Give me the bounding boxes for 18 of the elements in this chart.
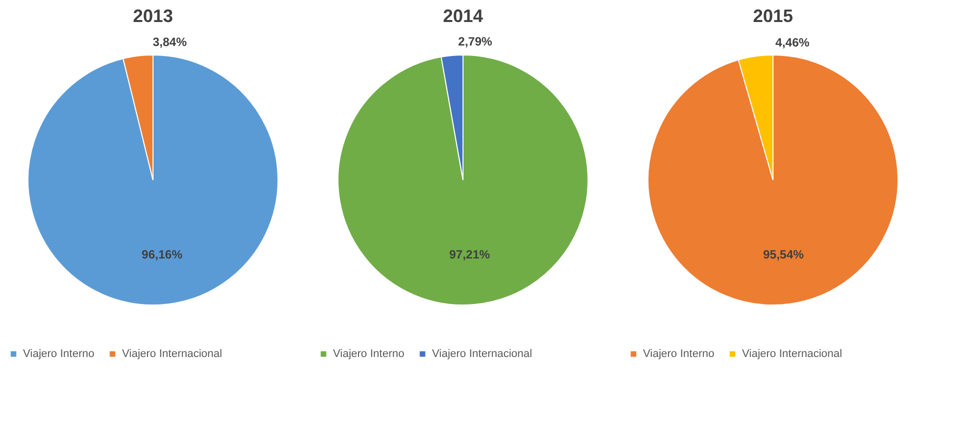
legend-label: Viajero Internacional [122,348,222,360]
data-label: 97,21% [449,248,490,262]
legend-label: Viajero Interno [23,348,94,360]
data-label: 4,46% [775,35,810,50]
data-label: 96,16% [142,247,183,262]
data-label: 2,79% [458,34,493,49]
chart-title: 2013 [132,6,174,26]
chart-title: 2014 [442,6,484,26]
pie-slice [648,54,898,306]
legend-label: Viajero Interno [333,348,404,360]
chart-title: 2015 [752,6,794,26]
pie-slice [28,54,278,306]
legend-label: Viajero Internacional [432,348,532,360]
pie-slice [338,54,588,306]
data-label: 3,84% [152,35,188,50]
legend-label: Viajero Internacional [742,348,842,360]
legend-label: Viajero Interno [643,348,714,360]
data-label: 95,54% [763,247,804,262]
